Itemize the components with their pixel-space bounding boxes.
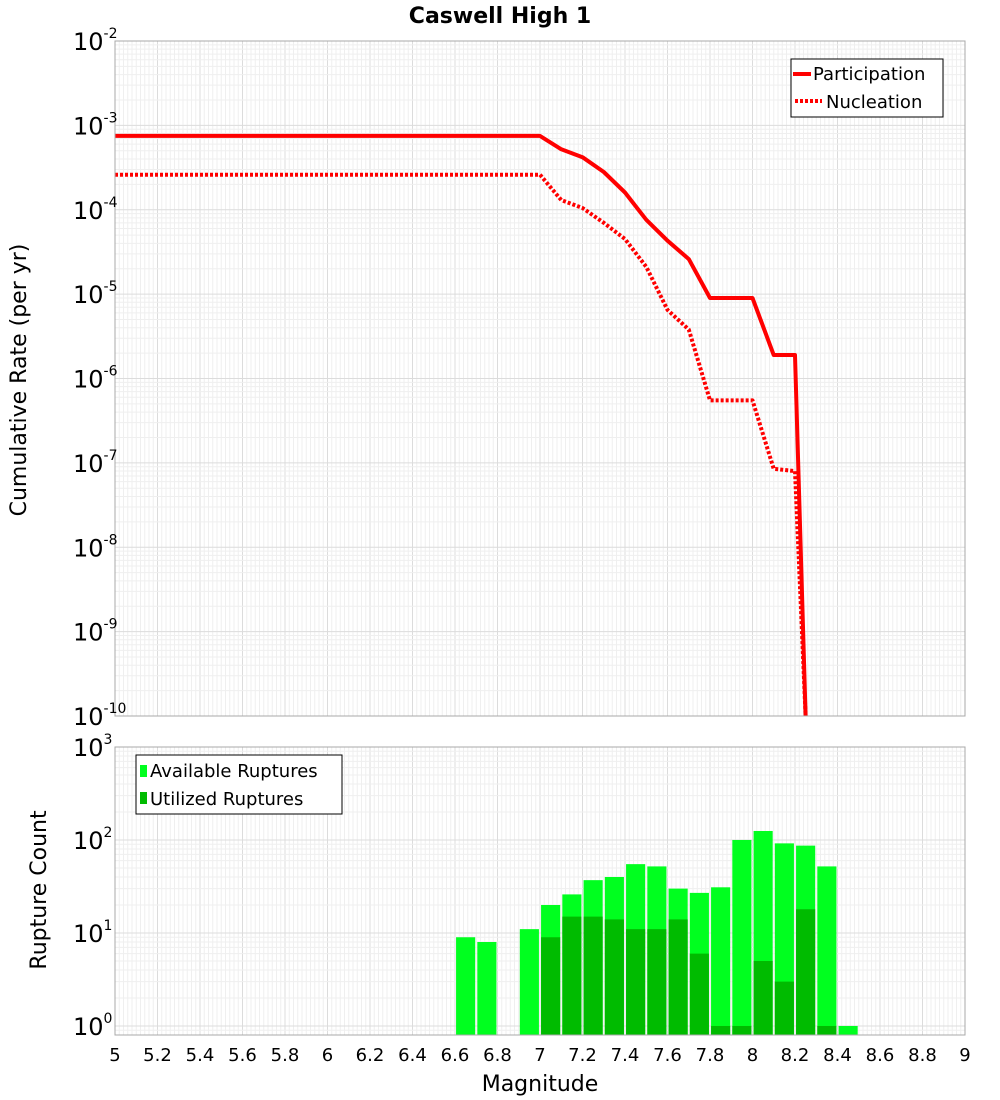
top-legend-box — [790, 58, 944, 118]
legend-label-available: Available Ruptures — [150, 761, 318, 782]
legend-label-utilized: Utilized Ruptures — [150, 789, 303, 810]
utilized-rupture-bar — [647, 929, 667, 1035]
bottom-legend: Available Ruptures Utilized Ruptures — [135, 754, 343, 815]
y-tick-label: 10-8 — [73, 532, 118, 562]
x-tick-label: 8.6 — [866, 1045, 895, 1066]
top-plot-frame — [114, 40, 966, 717]
x-tick-label: 6.4 — [398, 1045, 427, 1066]
x-tick-label: 5.2 — [143, 1045, 172, 1066]
x-tick-label: 6.6 — [441, 1045, 470, 1066]
y-tick-label: 103 — [73, 732, 112, 762]
y-tick-label: 10-7 — [73, 448, 118, 478]
y-tick-label: 102 — [73, 825, 112, 855]
legend-label-participation: Participation — [813, 64, 925, 85]
x-axis-label: Magnitude — [482, 1072, 599, 1097]
x-tick-label: 5.4 — [186, 1045, 215, 1066]
utilized-rupture-bar — [796, 909, 816, 1035]
available-rupture-bar — [519, 929, 539, 1035]
y-tick-label: 10-3 — [73, 110, 118, 140]
rupture-bars — [456, 830, 858, 1035]
x-tick-label: 6.8 — [483, 1045, 512, 1066]
utilized-rupture-bar — [689, 953, 709, 1035]
utilized-rupture-bar — [774, 981, 794, 1035]
x-tick-label: 7.6 — [653, 1045, 682, 1066]
x-tick-label: 5.6 — [228, 1045, 257, 1066]
available-rupture-bar — [838, 1025, 858, 1035]
available-rupture-bar — [732, 839, 752, 1035]
available-rupture-bar — [477, 942, 497, 1035]
y-tick-label: 10-6 — [73, 364, 118, 394]
x-tick-label: 8.2 — [781, 1045, 810, 1066]
y-tick-labels: 10-2 10-3 10-4 10-5 10-6 10-7 10-8 10-9 10-10103… — [73, 26, 126, 1041]
top-y-axis-label: Cumulative Rate (per yr) — [7, 244, 32, 517]
participation-line — [115, 133, 808, 717]
utilized-rupture-bar — [817, 1025, 837, 1035]
rate-lines — [115, 133, 808, 717]
utilized-rupture-bar — [583, 916, 603, 1035]
legend-swatch-available — [140, 765, 147, 777]
utilized-rupture-bar — [668, 919, 688, 1035]
utilized-rupture-bar — [711, 1025, 731, 1035]
utilized-rupture-bar — [604, 919, 624, 1035]
y-tick-label: 10-2 — [73, 26, 118, 56]
x-tick-label: 5 — [109, 1045, 120, 1066]
utilized-rupture-bar — [753, 960, 773, 1035]
bottom-plot-frame — [114, 746, 966, 1036]
plot-frames — [114, 40, 966, 1036]
y-tick-label: 10-10 — [73, 701, 126, 731]
top-legend: Participation Nucleation — [790, 58, 944, 118]
y-tick-label: 100 — [73, 1011, 112, 1041]
available-rupture-bar — [817, 866, 837, 1035]
x-tick-label: 5.8 — [271, 1045, 300, 1066]
utilized-rupture-bar — [562, 916, 582, 1035]
nucleation-line — [115, 172, 808, 717]
x-tick-labels: 5 5.2 5.4 5.6 5.8 6 6.2 6.4 6.6 6.8 7 7.2 7.4 7.6 7.8 8… — [109, 1045, 970, 1066]
x-tick-label: 6.2 — [356, 1045, 385, 1066]
top-plot-grid — [114, 40, 966, 717]
legend-swatch-utilized — [140, 792, 147, 804]
y-tick-label: 10-9 — [73, 617, 118, 647]
y-tick-label: 101 — [73, 918, 112, 948]
x-tick-label: 8 — [747, 1045, 758, 1066]
available-rupture-bar — [711, 887, 731, 1035]
legend-label-nucleation: Nucleation — [826, 92, 922, 113]
x-tick-label: 8.4 — [823, 1045, 852, 1066]
utilized-rupture-bar — [626, 929, 646, 1035]
available-rupture-bar — [456, 937, 476, 1035]
utilized-rupture-bar — [541, 937, 561, 1035]
utilized-rupture-bar — [732, 1025, 752, 1035]
bottom-y-axis-label: Rupture Count — [27, 810, 52, 970]
bottom-legend-box — [135, 754, 343, 815]
x-tick-label: 7.2 — [568, 1045, 597, 1066]
x-tick-label: 7.4 — [611, 1045, 640, 1066]
x-tick-label: 9 — [959, 1045, 970, 1066]
x-tick-label: 6 — [322, 1045, 333, 1066]
y-tick-label: 10-4 — [73, 195, 118, 225]
y-tick-label: 10-5 — [73, 279, 118, 309]
x-tick-label: 7.8 — [696, 1045, 725, 1066]
x-tick-label: 7 — [534, 1045, 545, 1066]
x-tick-label: 8.8 — [908, 1045, 937, 1066]
chart-title: Caswell High 1 — [409, 4, 591, 29]
